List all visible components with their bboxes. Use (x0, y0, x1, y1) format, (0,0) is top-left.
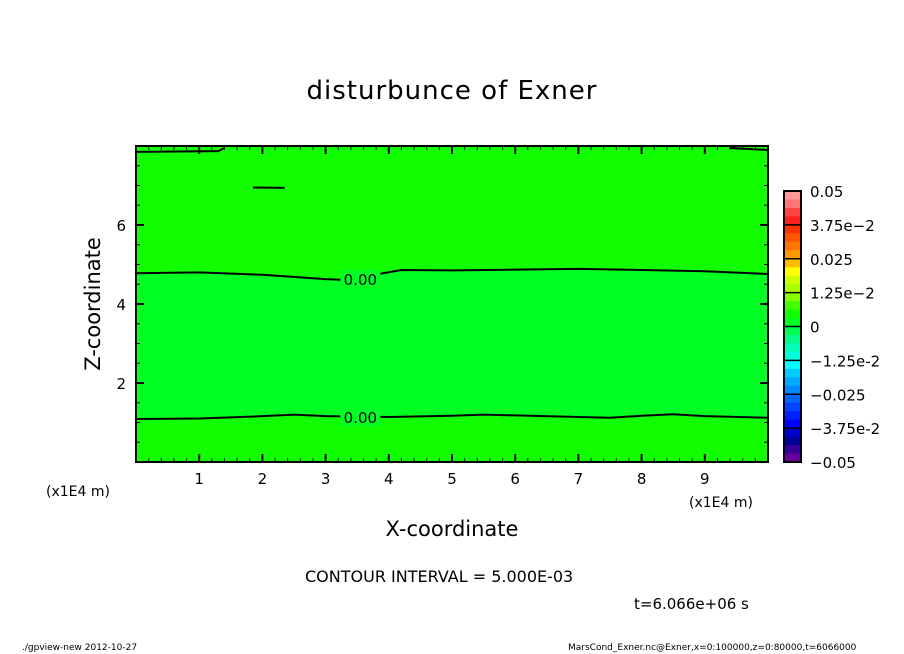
colorbar-label: 1.25e−2 (810, 285, 875, 303)
colorbar-swatch (784, 258, 801, 268)
y-axis-label: Z-coordinate (81, 237, 105, 371)
colorbar-swatch (784, 199, 801, 209)
x-unit-label: (x1E4 m) (689, 495, 753, 511)
colorbar-swatch (784, 292, 801, 302)
label-bg (340, 407, 381, 426)
colorbar-swatch (784, 445, 801, 455)
colorbar-swatch (784, 368, 801, 378)
colorbar-swatch (784, 428, 801, 438)
colorbar-swatch (784, 216, 801, 226)
colorbar-swatch (784, 453, 801, 463)
colorbar-swatch (784, 351, 801, 361)
y-tick-label: 4 (116, 296, 126, 314)
colorbar-swatch (784, 309, 801, 319)
contour-line-4 (730, 146, 769, 151)
colorbar-swatch (784, 436, 801, 446)
time-label: t=6.066e+06 s (634, 595, 749, 613)
colorbar-swatch (784, 224, 801, 234)
x-tick-label: 6 (510, 470, 520, 488)
colorbar-swatch (784, 419, 801, 429)
x-tick-label: 4 (384, 470, 394, 488)
contour-label: 0.00 (344, 271, 377, 289)
colorbar-swatch (784, 385, 801, 395)
colorbar-label: −0.05 (810, 454, 856, 472)
colorbar-swatch (784, 402, 801, 412)
x-tick-label: 7 (574, 470, 584, 488)
colorbar-swatch (784, 301, 801, 311)
contour-line-3 (135, 147, 225, 153)
colorbar-frame (783, 190, 802, 463)
colorbar-swatch (784, 411, 801, 421)
fill-middle (136, 268, 768, 419)
x-axis-label: X-coordinate (386, 517, 519, 541)
chart-title: disturbunce of Exner (306, 76, 598, 106)
colorbar-label: −1.25e-2 (810, 352, 880, 370)
colorbar-swatch (784, 267, 801, 277)
colorbar-swatch (784, 394, 801, 404)
x-tick-label: 2 (258, 470, 268, 488)
colorbar-swatch (784, 334, 801, 344)
contour-line-0 (135, 267, 769, 281)
colorbar-swatch (784, 318, 801, 327)
colorbar-label: −3.75e-2 (810, 420, 880, 438)
y-tick-label: 2 (116, 375, 126, 393)
colorbar-swatch (784, 284, 801, 294)
y-unit-label: (x1E4 m) (46, 484, 110, 500)
colorbar-label: 3.75e−2 (810, 217, 875, 235)
colorbar-label: −0.025 (810, 386, 866, 404)
contour-label: 0.00 (344, 409, 377, 427)
colorbar-label: 0 (810, 319, 820, 337)
colorbar-swatch (784, 343, 801, 353)
colorbar-swatch (784, 275, 801, 285)
colorbar-swatch (784, 326, 801, 336)
colorbar-swatch (784, 377, 801, 387)
contour-line-1 (135, 413, 769, 420)
x-tick-label: 9 (700, 470, 710, 488)
colorbar-swatch (784, 250, 801, 260)
footer-right: MarsCond_Exner.nc@Exner,x=0:100000,z=0:8… (568, 643, 857, 653)
colorbar-swatch (784, 207, 801, 217)
colorbar-swatch (784, 241, 801, 251)
footer-left: ./gpview-new 2012-10-27 (22, 643, 138, 653)
contour-interval: CONTOUR INTERVAL = 5.000E-03 (305, 567, 574, 586)
label-bg (340, 270, 381, 289)
x-tick-label: 3 (321, 470, 331, 488)
x-tick-label: 8 (637, 470, 647, 488)
colorbar-swatch (784, 233, 801, 243)
y-tick-label: 6 (116, 217, 126, 235)
colorbar-swatch (784, 191, 801, 200)
x-tick-label: 1 (194, 470, 204, 488)
colorbar-label: 0.025 (810, 251, 853, 269)
colorbar-label: 0.05 (810, 183, 843, 201)
colorbar-swatch (784, 360, 801, 370)
x-tick-label: 5 (447, 470, 457, 488)
